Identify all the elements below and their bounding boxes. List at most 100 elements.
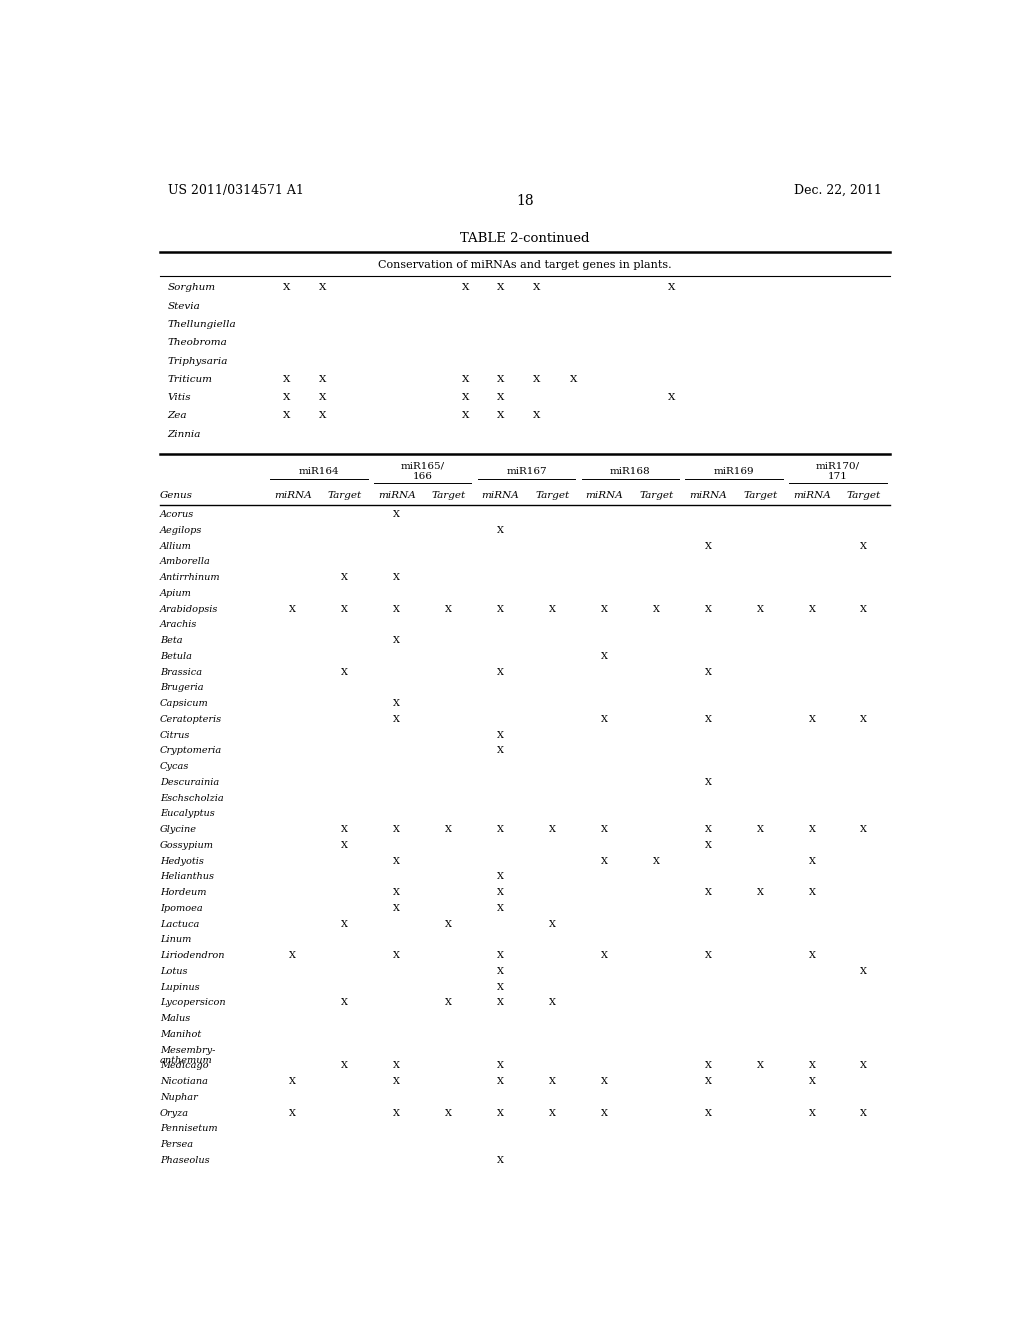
Text: X: X	[860, 1109, 867, 1118]
Text: X: X	[318, 375, 326, 384]
Text: Persea: Persea	[160, 1140, 193, 1150]
Text: X: X	[497, 731, 504, 739]
Text: Medicago: Medicago	[160, 1061, 208, 1071]
Text: Dec. 22, 2011: Dec. 22, 2011	[794, 183, 882, 197]
Text: Lactuca: Lactuca	[160, 920, 199, 929]
Text: Citrus: Citrus	[160, 731, 190, 739]
Text: X: X	[497, 605, 504, 614]
Text: Glycine: Glycine	[160, 825, 197, 834]
Text: X: X	[283, 393, 291, 403]
Text: 166: 166	[413, 473, 432, 482]
Text: X: X	[668, 393, 675, 403]
Text: Arachis: Arachis	[160, 620, 197, 630]
Text: X: X	[462, 412, 469, 421]
Text: Hordeum: Hordeum	[160, 888, 206, 898]
Text: X: X	[809, 1109, 815, 1118]
Text: X: X	[601, 715, 608, 723]
Text: X: X	[393, 1061, 400, 1071]
Text: X: X	[498, 375, 505, 384]
Text: miRNA: miRNA	[481, 491, 519, 500]
Text: X: X	[497, 873, 504, 882]
Text: Mesembry-: Mesembry-	[160, 1045, 215, 1055]
Text: X: X	[497, 825, 504, 834]
Text: miR164: miR164	[298, 467, 339, 477]
Text: Linum: Linum	[160, 936, 191, 944]
Text: Triphysaria: Triphysaria	[168, 356, 228, 366]
Text: X: X	[497, 1109, 504, 1118]
Text: X: X	[393, 636, 400, 645]
Text: X: X	[393, 952, 400, 960]
Text: Pennisetum: Pennisetum	[160, 1125, 217, 1134]
Text: Arabidopsis: Arabidopsis	[160, 605, 218, 614]
Text: X: X	[809, 888, 815, 898]
Text: Amborella: Amborella	[160, 557, 211, 566]
Text: X: X	[652, 605, 659, 614]
Text: X: X	[462, 375, 469, 384]
Text: miR168: miR168	[610, 467, 650, 477]
Text: Target: Target	[743, 491, 777, 500]
Text: X: X	[497, 968, 504, 975]
Text: X: X	[290, 605, 296, 614]
Text: Sorghum: Sorghum	[168, 284, 216, 293]
Text: X: X	[498, 412, 505, 421]
Text: X: X	[445, 998, 452, 1007]
Text: X: X	[497, 1061, 504, 1071]
Text: X: X	[549, 605, 556, 614]
Text: miR169: miR169	[714, 467, 755, 477]
Text: X: X	[341, 920, 348, 929]
Text: Nicotiana: Nicotiana	[160, 1077, 208, 1086]
Text: Acorus: Acorus	[160, 510, 194, 519]
Text: X: X	[549, 1077, 556, 1086]
Text: X: X	[601, 605, 608, 614]
Text: Theobroma: Theobroma	[168, 338, 227, 347]
Text: Conservation of miRNAs and target genes in plants.: Conservation of miRNAs and target genes …	[378, 260, 672, 271]
Text: Phaseolus: Phaseolus	[160, 1156, 209, 1166]
Text: Cryptomeria: Cryptomeria	[160, 746, 222, 755]
Text: Genus: Genus	[160, 491, 193, 500]
Text: X: X	[445, 920, 452, 929]
Text: X: X	[318, 393, 326, 403]
Text: X: X	[393, 573, 400, 582]
Text: Helianthus: Helianthus	[160, 873, 214, 882]
Text: miR165/: miR165/	[400, 461, 444, 470]
Text: US 2011/0314571 A1: US 2011/0314571 A1	[168, 183, 303, 197]
Text: X: X	[860, 715, 867, 723]
Text: X: X	[534, 412, 541, 421]
Text: miRNA: miRNA	[586, 491, 624, 500]
Text: X: X	[462, 284, 469, 293]
Text: Beta: Beta	[160, 636, 182, 645]
Text: 171: 171	[828, 473, 848, 482]
Text: X: X	[570, 375, 578, 384]
Text: Antirrhinum: Antirrhinum	[160, 573, 220, 582]
Text: X: X	[534, 284, 541, 293]
Text: Nuphar: Nuphar	[160, 1093, 198, 1102]
Text: Cycas: Cycas	[160, 762, 189, 771]
Text: Lupinus: Lupinus	[160, 982, 200, 991]
Text: Gossypium: Gossypium	[160, 841, 214, 850]
Text: Triticum: Triticum	[168, 375, 213, 384]
Text: Target: Target	[431, 491, 466, 500]
Text: X: X	[601, 1109, 608, 1118]
Text: X: X	[497, 904, 504, 913]
Text: X: X	[705, 825, 712, 834]
Text: Target: Target	[328, 491, 361, 500]
Text: Malus: Malus	[160, 1014, 190, 1023]
Text: X: X	[809, 715, 815, 723]
Text: X: X	[705, 715, 712, 723]
Text: X: X	[705, 1109, 712, 1118]
Text: X: X	[809, 605, 815, 614]
Text: X: X	[393, 888, 400, 898]
Text: X: X	[809, 1061, 815, 1071]
Text: X: X	[705, 888, 712, 898]
Text: X: X	[601, 1077, 608, 1086]
Text: 18: 18	[516, 194, 534, 209]
Text: X: X	[601, 652, 608, 661]
Text: X: X	[341, 1061, 348, 1071]
Text: Allium: Allium	[160, 541, 191, 550]
Text: X: X	[290, 1077, 296, 1086]
Text: X: X	[757, 1061, 764, 1071]
Text: X: X	[445, 825, 452, 834]
Text: X: X	[549, 1109, 556, 1118]
Text: TABLE 2-continued: TABLE 2-continued	[460, 231, 590, 244]
Text: X: X	[860, 605, 867, 614]
